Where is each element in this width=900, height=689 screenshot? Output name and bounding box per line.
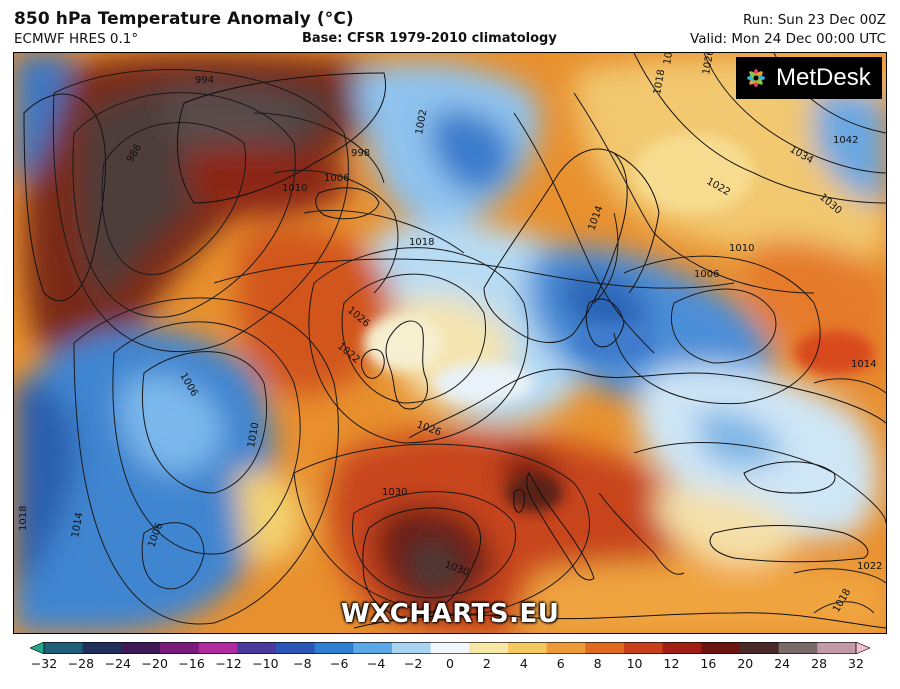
valid-time: Valid: Mon 24 Dec 00:00 UTC	[690, 31, 886, 47]
isobar-label: 1018	[18, 506, 29, 531]
colorbar-tick-label: 4	[519, 656, 528, 671]
isobar-label: 1042	[833, 135, 858, 146]
isobar-label: 1018	[409, 237, 434, 248]
colorbar-tick-label: −4	[366, 656, 386, 671]
metdesk-logo-text: MetDesk	[776, 64, 871, 91]
colorbar-tick-label: −12	[215, 656, 242, 671]
colorbar-tick-label: 0	[446, 656, 454, 671]
isobars	[52, 53, 886, 625]
colorbar-tick-label: −32	[30, 656, 58, 671]
colorbar-tick-label: −24	[104, 656, 132, 671]
colorbar-border	[43, 642, 857, 654]
colorbar-segment	[198, 642, 238, 654]
isobar-label: 994	[195, 75, 214, 86]
colorbar-tick-label: 20	[737, 656, 754, 671]
isobar-label: 1006	[694, 269, 719, 280]
colorbar	[30, 642, 870, 654]
anomaly-map: 994 986 998 1006 1010 1002 1018 1026 102…	[13, 52, 887, 634]
colorbar-tick-label: −2	[403, 656, 423, 671]
colorbar-segment	[778, 642, 818, 654]
colorbar-segment	[353, 642, 393, 654]
chart-title: 850 hPa Temperature Anomaly (°C)	[14, 9, 354, 29]
isobar-label: 1010	[282, 183, 307, 194]
colorbar-tick-label: 24	[774, 656, 791, 671]
anomaly-field	[14, 53, 886, 633]
isobar-label: 998	[351, 148, 370, 159]
colorbar-tick-label: 28	[811, 656, 828, 671]
colorbar-tick-label: 16	[700, 656, 717, 671]
colorbar-tick-label: 2	[482, 656, 491, 671]
isobar-label: 1014	[70, 512, 85, 539]
colorbar-tick-label: 10	[626, 656, 643, 671]
colorbar-segment	[624, 642, 664, 654]
metdesk-flower-icon	[747, 69, 765, 87]
climatology-base: Base: CFSR 1979-2010 climatology	[302, 31, 557, 46]
isobar-label: 1006	[324, 173, 349, 184]
colorbar-segment	[392, 642, 432, 654]
isobar-label: 1014	[851, 359, 876, 370]
model-name: ECMWF HRES 0.1°	[14, 31, 139, 47]
colorbar-segment	[469, 642, 509, 654]
isobar-label: 1010	[729, 243, 754, 254]
colorbar-arrow-right	[855, 642, 870, 654]
colorbar-segment	[160, 642, 200, 654]
colorbar-segment	[276, 642, 316, 654]
coastlines	[23, 72, 886, 629]
isobar-label: 1022	[857, 561, 882, 572]
wxcharts-watermark: WXCHARTS.EU	[341, 599, 560, 629]
colorbar-tick-label: 6	[556, 656, 565, 671]
colorbar-segment	[121, 642, 161, 654]
isobar-label: 1002	[414, 109, 429, 136]
isobar-label: 1018	[652, 69, 667, 96]
colorbar-ticks: −32 −28 −24 −20 −16 −12 −10 −8 −6 −4 −2 0 2 4 6 8 10 12 16…	[30, 656, 870, 676]
colorbar-tick-label: −10	[252, 656, 279, 671]
colorbar-arrow-left	[30, 642, 45, 654]
colorbar-tick-label: −8	[293, 656, 312, 671]
colorbar-segment	[314, 642, 354, 654]
colorbar-tick-label: 8	[593, 656, 602, 671]
colorbar-tick-label: −6	[330, 656, 349, 671]
metdesk-logo: MetDesk	[736, 57, 882, 99]
colorbar-segment	[817, 642, 857, 654]
colorbar-tick-label: −20	[141, 656, 168, 671]
colorbar-segment	[585, 642, 625, 654]
colorbar-segment	[662, 642, 702, 654]
colorbar-segment	[82, 642, 122, 654]
isobar-label: 1030	[382, 487, 407, 498]
run-time: Run: Sun 23 Dec 00Z	[742, 12, 886, 28]
isobar-label: 1026	[701, 53, 716, 76]
colorbar-tick-label: −16	[178, 656, 205, 671]
colorbar-segment	[44, 642, 84, 654]
colorbar-tick-label: −28	[67, 656, 95, 671]
colorbar-segment	[740, 642, 780, 654]
anomaly-detail	[364, 133, 874, 511]
colorbar-segment	[508, 642, 548, 654]
colorbar-segment	[546, 642, 586, 654]
colorbar-segment	[237, 642, 277, 654]
colorbar-segment	[701, 642, 741, 654]
colorbar-tick-label: 12	[663, 656, 680, 671]
colorbar-segment	[430, 642, 470, 654]
colorbar-tick-label: 32	[848, 656, 864, 671]
map-canvas: 994 986 998 1006 1010 1002 1018 1026 102…	[14, 53, 886, 633]
isobar-label: 1010	[246, 422, 261, 449]
